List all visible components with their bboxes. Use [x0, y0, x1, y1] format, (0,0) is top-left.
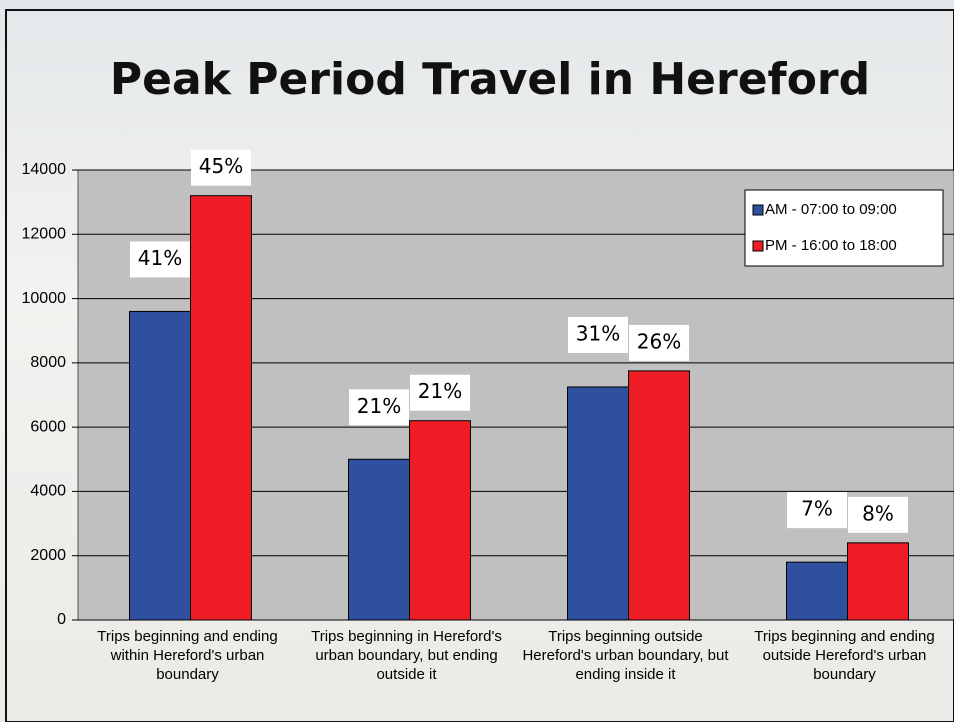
bar: [130, 311, 191, 620]
bar: [568, 387, 629, 620]
annotation: 21%: [418, 379, 462, 403]
x-tick-label: Trips beginning and ending outside Heref…: [738, 627, 952, 684]
y-tick-label: 8000: [30, 354, 66, 371]
annotation: 26%: [637, 329, 681, 353]
bar: [410, 421, 471, 620]
annotation: 7%: [801, 497, 833, 521]
bar: [787, 562, 848, 620]
slide: Peak Period Travel in Hereford 0 2000 4000…: [0, 0, 954, 722]
annotation: 8%: [862, 501, 894, 525]
bar: [191, 196, 252, 620]
annotation: 31%: [576, 321, 620, 345]
y-tick-label: 6000: [30, 418, 66, 435]
annotation: 21%: [357, 394, 401, 418]
y-tick-label: 10000: [22, 290, 67, 307]
y-tick-label: 14000: [22, 161, 67, 178]
legend-label: AM - 07:00 to 09:00: [765, 201, 897, 218]
legend-swatch: [753, 205, 763, 215]
bar: [629, 371, 690, 620]
chart: Peak Period Travel in Hereford 0 2000 4000…: [0, 0, 954, 722]
y-tick-label: 2000: [30, 547, 66, 564]
y-tick-label: 12000: [22, 226, 67, 243]
legend-label: PM - 16:00 to 18:00: [765, 237, 897, 254]
bar: [349, 459, 410, 620]
x-tick-label: Trips beginning in Hereford's urban boun…: [300, 627, 514, 684]
annotation: 41%: [138, 246, 182, 270]
x-tick-label: Trips beginning outside Hereford's urban…: [519, 627, 733, 684]
legend-swatch: [753, 241, 763, 251]
y-tick-label: 4000: [30, 483, 66, 500]
bar: [848, 543, 909, 620]
y-tick-label: 0: [57, 611, 66, 628]
annotation: 45%: [199, 154, 243, 178]
chart-title: Peak Period Travel in Hereford: [110, 54, 870, 105]
x-tick-label: Trips beginning and ending within Herefo…: [81, 627, 295, 684]
